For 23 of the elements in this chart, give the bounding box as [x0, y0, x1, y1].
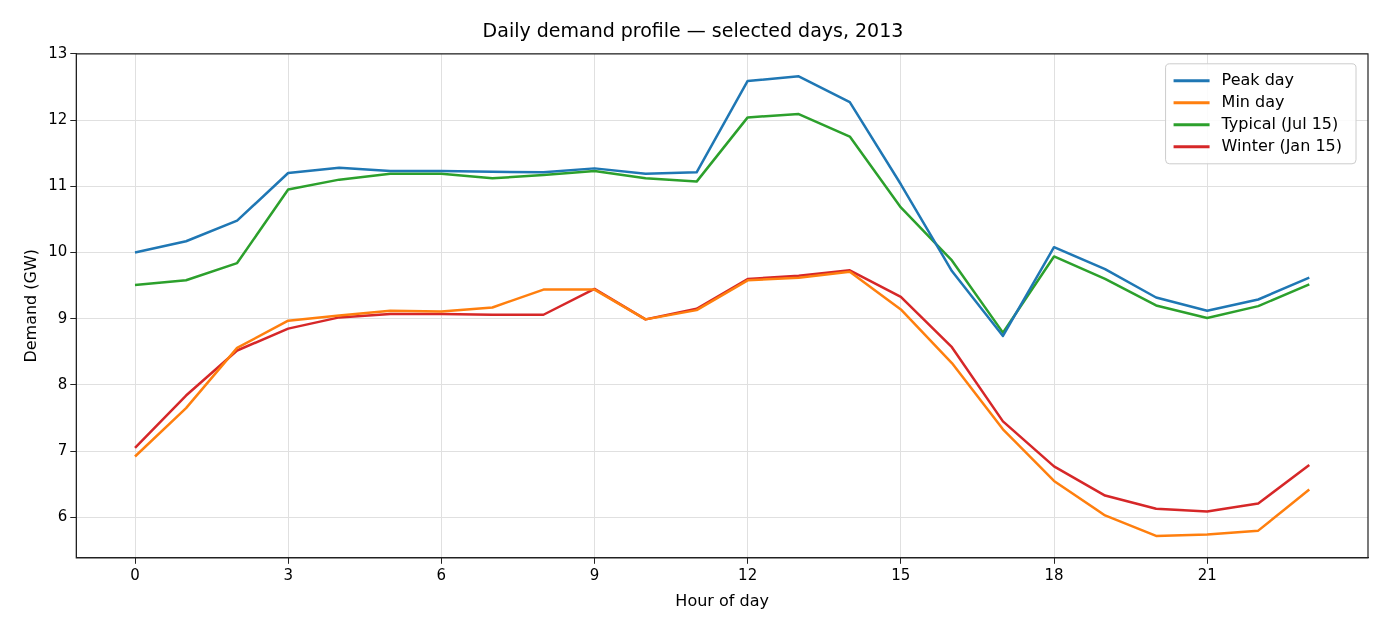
x-tick-label: 18 — [1044, 565, 1064, 584]
x-axis-title: Hour of day — [675, 590, 769, 610]
chart-title: Daily demand profile — selected days, 2013 — [482, 19, 904, 42]
y-tick-label: 10 — [48, 242, 68, 261]
x-tick-label: 6 — [436, 565, 447, 584]
x-tick-label: 21 — [1197, 565, 1217, 584]
x-tick-label: 3 — [283, 565, 293, 584]
legend-label: Winter (Jan 15) — [1221, 135, 1343, 155]
y-tick-label: 12 — [48, 109, 68, 128]
legend-label: Peak day — [1221, 69, 1295, 89]
y-tick-label: 11 — [48, 176, 68, 195]
y-tick-label: 13 — [48, 43, 68, 62]
x-tick-label: 12 — [738, 565, 758, 584]
y-axis-title: Demand (GW) — [20, 248, 40, 363]
legend-label: Typical (Jul 15) — [1220, 113, 1339, 133]
y-tick-label: 6 — [57, 507, 68, 526]
y-tick-label: 7 — [57, 441, 68, 460]
x-tick-label: 0 — [130, 565, 140, 584]
x-tick-label: 9 — [589, 565, 600, 584]
x-tick-label: 15 — [891, 565, 911, 584]
y-tick-label: 8 — [57, 374, 68, 393]
legend-label: Min day — [1221, 91, 1285, 111]
y-tick-label: 9 — [57, 308, 68, 327]
